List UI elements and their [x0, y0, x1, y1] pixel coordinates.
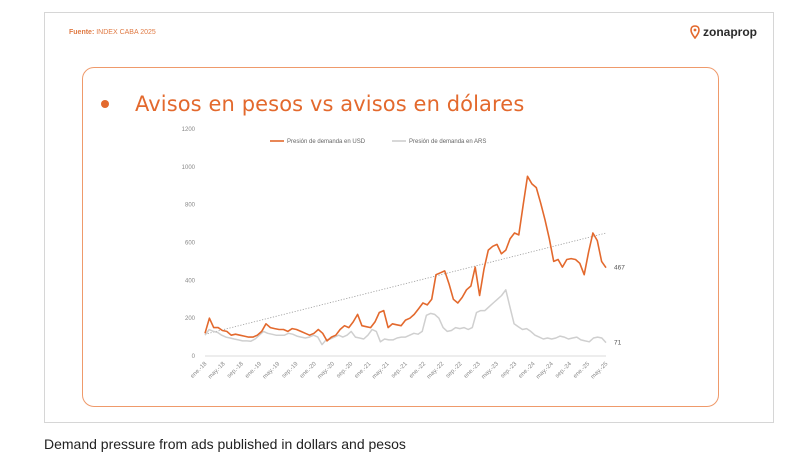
series-line-ars	[204, 289, 607, 346]
y-tick-label: 200	[185, 316, 196, 322]
x-tick-label: may.-18	[207, 361, 227, 381]
slide-title: Avisos en pesos vs avisos en dólares	[135, 92, 525, 116]
series-line-usd	[204, 175, 607, 342]
y-axis: 0 200 400 600 800 1000 1200	[182, 127, 196, 360]
x-tick-label: ene.-21	[354, 361, 373, 380]
x-tick-label: ene.-19	[244, 361, 263, 380]
x-tick-label: may.-19	[262, 361, 282, 381]
brand-name: zonaprop	[703, 25, 757, 39]
x-tick-label: sep.-20	[336, 361, 355, 380]
x-tick-label: ene.-22	[409, 361, 428, 380]
plot-area: 467 71	[204, 175, 625, 347]
x-tick-label: sep.-23	[500, 361, 519, 380]
x-tick-label: sep.-22	[445, 361, 464, 380]
slide-title-row: Avisos en pesos vs avisos en dólares	[101, 92, 524, 116]
x-tick-label: sep.-24	[555, 361, 574, 380]
x-tick-label: ene.-24	[518, 361, 537, 380]
x-tick-label: ene.-23	[463, 361, 482, 380]
figure-caption: Demand pressure from ads published in do…	[44, 436, 406, 452]
zonaprop-logo: zonaprop	[689, 25, 757, 39]
x-tick-label: ene.-25	[573, 361, 592, 380]
y-tick-label: 400	[185, 278, 196, 284]
bullet-dot	[101, 100, 109, 108]
y-tick-label: 0	[192, 354, 196, 360]
legend-label-ars: Presión de demanda en ARS	[409, 139, 486, 145]
y-tick-label: 1000	[182, 165, 196, 171]
source-text: INDEX CABA 2025	[96, 29, 156, 36]
legend: Presión de demanda en USD Presión de dema…	[270, 139, 486, 145]
x-tick-label: sep.-21	[391, 361, 410, 380]
x-tick-label: may.-20	[317, 361, 337, 381]
y-tick-label: 1200	[182, 127, 196, 133]
x-tick-label: sep.-18	[226, 361, 245, 380]
legend-label-usd: Presión de demanda en USD	[287, 139, 366, 145]
x-tick-label: sep.-19	[281, 361, 300, 380]
source-label: Fuente:	[69, 29, 95, 36]
x-tick-label: may.-22	[426, 361, 446, 381]
y-tick-label: 800	[185, 203, 196, 209]
slide: Fuente: INDEX CABA 2025 zonaprop	[44, 12, 774, 423]
x-tick-label: ene.-20	[299, 361, 318, 380]
x-tick-label: may.-24	[535, 361, 555, 381]
source-note: Fuente: INDEX CABA 2025	[69, 29, 156, 36]
end-label-ars: 71	[614, 340, 622, 347]
end-label-usd: 467	[614, 265, 625, 272]
x-tick-label: may.-25	[590, 361, 610, 381]
x-tick-label: may.-21	[371, 361, 391, 381]
x-tick-label: ene.-18	[190, 361, 209, 380]
y-tick-label: 600	[185, 241, 196, 247]
location-pin-icon	[690, 25, 700, 39]
chart-panel	[82, 67, 719, 407]
trendline	[204, 232, 607, 335]
x-tick-label: may.-23	[481, 361, 501, 381]
